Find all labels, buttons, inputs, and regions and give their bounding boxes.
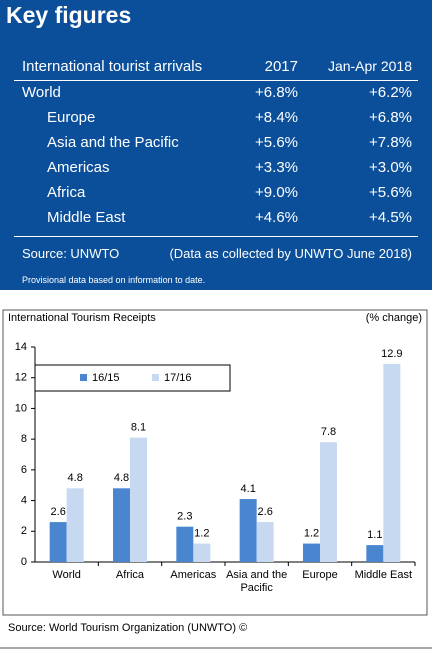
legend-swatch <box>80 374 87 381</box>
x-tick-label-box: Asia and the Pacific <box>226 569 288 594</box>
y-tick-label: 8 <box>21 433 27 445</box>
cell: +3.0% <box>369 159 412 176</box>
x-tick-label-box: Middle East <box>354 569 413 581</box>
y-tick-label: 6 <box>21 464 27 476</box>
value-label: 8.1 <box>131 422 146 434</box>
bar <box>113 488 130 562</box>
header-cell: International tourist arrivals <box>22 58 203 75</box>
value-label: 1.2 <box>304 527 319 539</box>
bar <box>66 488 84 562</box>
source-note: (Data as collected by UNWTO June 2018) <box>169 246 412 261</box>
value-label: 1.1 <box>367 529 382 541</box>
y-tick-label: 10 <box>15 402 27 414</box>
bar <box>193 543 211 562</box>
footnote: Provisional data based on information to… <box>22 275 206 285</box>
y-tick-label: 14 <box>15 341 27 353</box>
row-label: Africa <box>47 184 86 201</box>
legend-swatch <box>152 374 159 381</box>
y-tick-label: 2 <box>21 525 27 537</box>
legend-box <box>34 364 231 392</box>
x-tick-label: Africa <box>115 569 145 581</box>
value-label: 4.8 <box>68 472 83 484</box>
x-tick-label: World <box>52 569 81 581</box>
bar <box>239 499 257 562</box>
value-label: 12.9 <box>381 348 402 360</box>
bar <box>320 442 337 562</box>
row-label: Americas <box>47 159 110 176</box>
row-label: Middle East <box>47 209 126 226</box>
bar <box>383 363 401 562</box>
bar <box>366 545 384 562</box>
cell: +3.3% <box>255 159 298 176</box>
cell: +4.6% <box>255 209 298 226</box>
key-figures-panel: Key figures International tourist arriva… <box>0 0 432 290</box>
value-label: 1.2 <box>194 527 209 539</box>
cell: +4.5% <box>369 209 412 226</box>
header-cell: Jan-Apr 2018 <box>327 58 412 74</box>
x-tick-label-box: World <box>52 569 81 581</box>
chart-frame <box>2 309 428 616</box>
legend-label: 16/15 <box>92 372 120 384</box>
header-cell: 2017 <box>264 58 298 75</box>
cell: +6.8% <box>255 84 298 101</box>
cell: +6.2% <box>369 84 412 101</box>
panel-title: Key figures <box>6 2 132 28</box>
cell: +9.0% <box>255 184 298 201</box>
bar <box>176 526 194 562</box>
value-label: 2.6 <box>258 506 273 518</box>
cell: +6.8% <box>369 109 412 126</box>
y-tick-label: 0 <box>21 556 27 568</box>
y-tick-label: 4 <box>21 494 27 506</box>
y-tick-label: 12 <box>15 372 27 384</box>
x-tick-label-box: Americas <box>170 569 217 581</box>
value-label: 2.3 <box>177 511 192 523</box>
row-label: World <box>22 84 61 101</box>
x-tick-label-box: Africa <box>115 569 145 581</box>
rule <box>14 236 418 237</box>
rule <box>14 80 418 81</box>
row-label: Asia and the Pacific <box>47 134 179 151</box>
cell: +7.8% <box>369 134 412 151</box>
x-tick-label: Europe <box>302 569 338 581</box>
value-label: 4.8 <box>114 472 129 484</box>
x-tick-label: Americas <box>170 569 217 581</box>
chart-title: International Tourism Receipts <box>8 312 156 324</box>
bar <box>49 522 67 562</box>
value-label: 2.6 <box>51 506 66 518</box>
cell: +5.6% <box>255 134 298 151</box>
source: Source: UNWTO <box>22 246 120 261</box>
x-tick-label: Asia and the Pacific <box>226 569 288 594</box>
value-label: 7.8 <box>321 426 336 438</box>
bar <box>256 522 274 562</box>
x-tick-label: Middle East <box>354 569 413 581</box>
bar <box>303 543 320 562</box>
cell: +8.4% <box>255 109 298 126</box>
source: Source: World Tourism Organization (UNWT… <box>8 622 247 634</box>
legend-label: 17/16 <box>164 372 192 384</box>
unit-label: (% change) <box>366 312 422 324</box>
chart: International Tourism Receipts (% change… <box>0 309 432 649</box>
bar <box>130 437 147 562</box>
value-label: 4.1 <box>241 483 256 495</box>
row-label: Europe <box>47 109 96 126</box>
cell: +5.6% <box>369 184 412 201</box>
x-tick-label-box: Europe <box>302 569 338 581</box>
